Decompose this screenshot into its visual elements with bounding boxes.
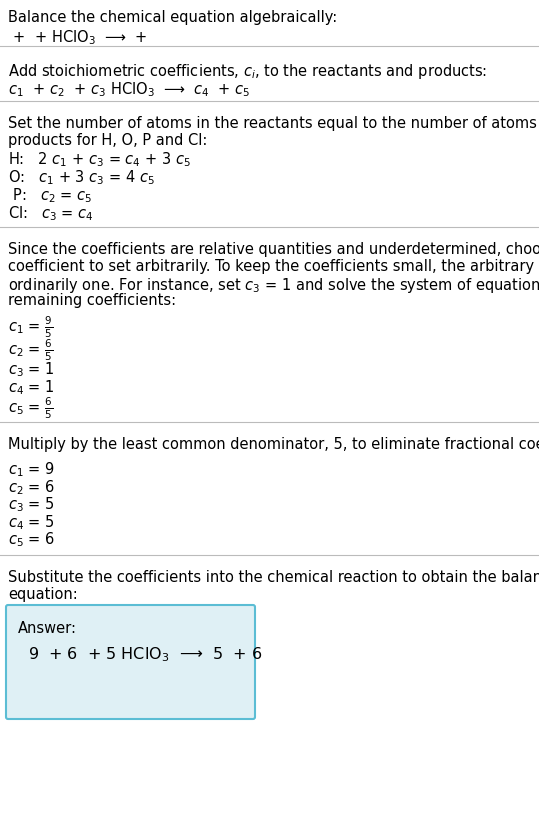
Text: Add stoichiometric coefficients, $c_i$, to the reactants and products:: Add stoichiometric coefficients, $c_i$, … (8, 62, 487, 81)
Text: $c_4$ = 5: $c_4$ = 5 (8, 513, 54, 531)
Text: Answer:: Answer: (18, 620, 77, 635)
Text: $c_3$ = 1: $c_3$ = 1 (8, 360, 54, 378)
Text: ordinarily one. For instance, set $c_3$ = 1 and solve the system of equations fo: ordinarily one. For instance, set $c_3$ … (8, 275, 539, 294)
Text: equation:: equation: (8, 586, 78, 601)
Text: $c_1$ = $\frac{9}{5}$: $c_1$ = $\frac{9}{5}$ (8, 314, 53, 340)
Text: $c_4$ = 1: $c_4$ = 1 (8, 378, 54, 396)
Text: $c_5$ = $\frac{6}{5}$: $c_5$ = $\frac{6}{5}$ (8, 395, 53, 421)
Text: +  + HClO$_3$  ⟶  +: + + HClO$_3$ ⟶ + (8, 28, 149, 46)
Text: Substitute the coefficients into the chemical reaction to obtain the balanced: Substitute the coefficients into the che… (8, 569, 539, 585)
Text: 9  + 6  + 5 HClO$_3$  ⟶  5  + 6: 9 + 6 + 5 HClO$_3$ ⟶ 5 + 6 (28, 644, 262, 663)
Text: $c_5$ = 6: $c_5$ = 6 (8, 529, 55, 548)
Text: coefficient to set arbitrarily. To keep the coefficients small, the arbitrary va: coefficient to set arbitrarily. To keep … (8, 259, 539, 274)
Text: H:   2 $c_1$ + $c_3$ = $c_4$ + 3 $c_5$: H: 2 $c_1$ + $c_3$ = $c_4$ + 3 $c_5$ (8, 150, 191, 169)
Text: P:   $c_2$ = $c_5$: P: $c_2$ = $c_5$ (8, 186, 93, 204)
Text: Since the coefficients are relative quantities and underdetermined, choose a: Since the coefficients are relative quan… (8, 241, 539, 256)
Text: Balance the chemical equation algebraically:: Balance the chemical equation algebraica… (8, 10, 337, 25)
Text: $c_1$  + $c_2$  + $c_3$ HClO$_3$  ⟶  $c_4$  + $c_5$: $c_1$ + $c_2$ + $c_3$ HClO$_3$ ⟶ $c_4$ +… (8, 80, 251, 98)
Text: O:   $c_1$ + 3 $c_3$ = 4 $c_5$: O: $c_1$ + 3 $c_3$ = 4 $c_5$ (8, 168, 155, 186)
Text: Set the number of atoms in the reactants equal to the number of atoms in the: Set the number of atoms in the reactants… (8, 116, 539, 131)
FancyBboxPatch shape (6, 605, 255, 719)
Text: Cl:   $c_3$ = $c_4$: Cl: $c_3$ = $c_4$ (8, 203, 94, 222)
Text: remaining coefficients:: remaining coefficients: (8, 293, 176, 308)
Text: Multiply by the least common denominator, 5, to eliminate fractional coefficient: Multiply by the least common denominator… (8, 437, 539, 452)
Text: $c_1$ = 9: $c_1$ = 9 (8, 460, 55, 478)
Text: $c_3$ = 5: $c_3$ = 5 (8, 495, 54, 513)
Text: products for H, O, P and Cl:: products for H, O, P and Cl: (8, 133, 208, 148)
Text: $c_2$ = 6: $c_2$ = 6 (8, 477, 55, 496)
Text: $c_2$ = $\frac{6}{5}$: $c_2$ = $\frac{6}{5}$ (8, 337, 53, 363)
